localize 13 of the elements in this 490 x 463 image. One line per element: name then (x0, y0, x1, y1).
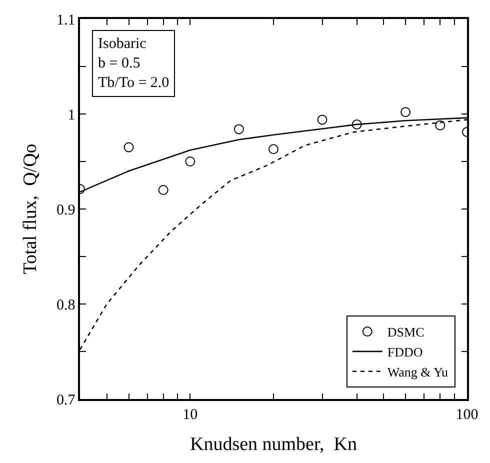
y-tick-label: 0.9 (56, 202, 76, 218)
legend-label: Wang & Yu (387, 364, 448, 380)
x-tick-label: 100 (456, 406, 478, 423)
annotation: Isobaric b = 0.5 Tb/To = 2.0 (98, 36, 170, 91)
y-tick-label: 1 (68, 107, 76, 124)
legend-label: FDDO (387, 344, 423, 360)
y-tick-label: 0.8 (56, 297, 76, 314)
y-tick-label: 1.1 (56, 12, 76, 28)
y-axis-title: Total flux, Q/Qo (20, 144, 41, 274)
x-tick-label: 10 (182, 406, 198, 423)
y-tick-label: 0.7 (56, 392, 76, 408)
x-axis-title: Knudsen number, Kn (190, 434, 358, 456)
legend-label: DSMC (387, 324, 424, 340)
